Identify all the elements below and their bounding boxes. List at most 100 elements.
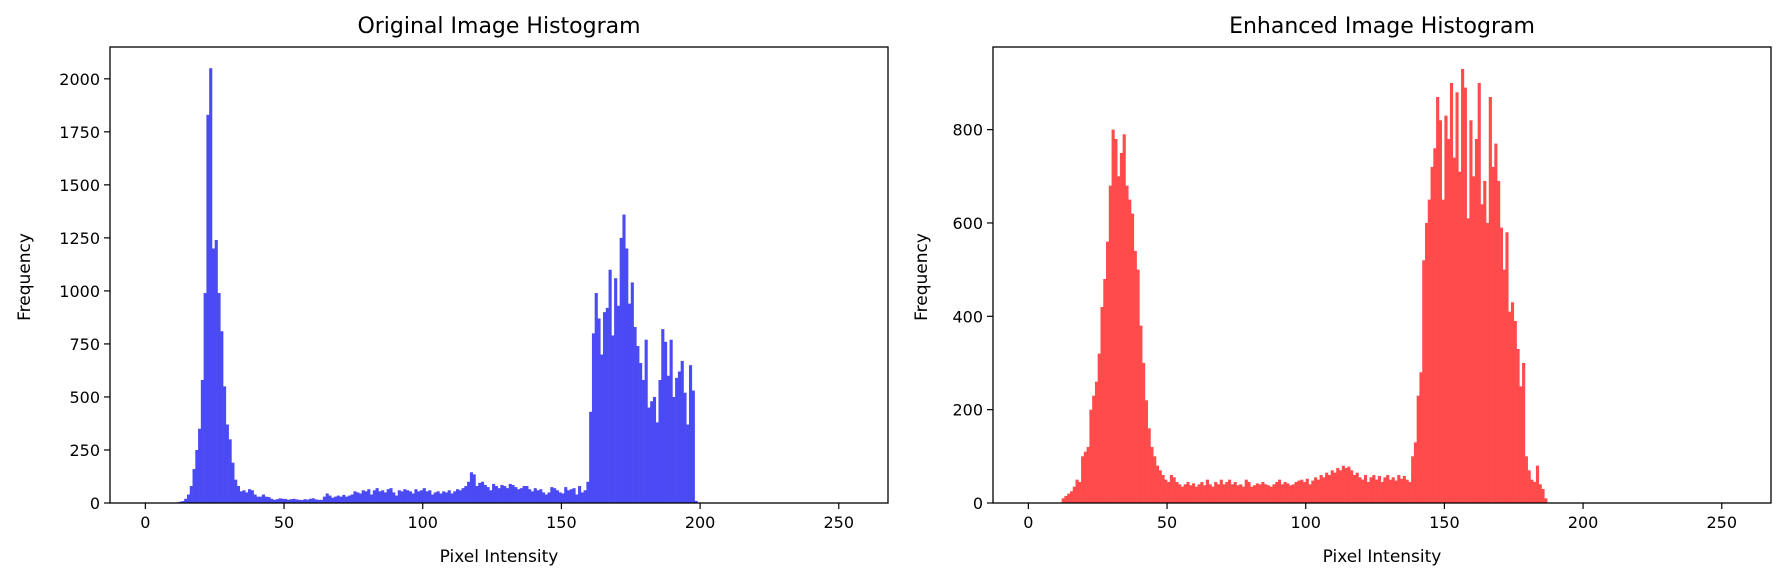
x-tick-label: 200	[685, 513, 716, 532]
histogram-bar	[386, 489, 390, 503]
histogram-bar	[211, 248, 216, 503]
histogram-bar	[644, 339, 648, 503]
x-tick-label: 0	[140, 513, 150, 532]
histogram-bar	[1510, 302, 1515, 503]
histogram-bar	[1130, 213, 1135, 503]
histogram-bar	[517, 489, 521, 503]
histogram-bar	[627, 303, 632, 503]
histogram-bar	[1069, 491, 1074, 503]
histogram-bar	[616, 305, 620, 503]
histogram-bar	[1491, 166, 1495, 503]
histogram-bar	[322, 496, 326, 503]
histogram-bar	[1544, 498, 1548, 503]
histogram-bar	[239, 491, 243, 503]
histogram-bar	[639, 363, 643, 503]
histogram-bar	[259, 496, 263, 503]
histogram-bar	[483, 484, 487, 503]
x-tick-label: 150	[1429, 513, 1460, 532]
histogram-bar	[1072, 486, 1076, 503]
histogram-bar	[686, 424, 690, 503]
histogram-bar	[411, 493, 415, 503]
histogram-bar	[1355, 472, 1359, 503]
histogram-bar	[1106, 241, 1110, 503]
histogram-bar	[328, 495, 332, 503]
histogram-bar	[528, 489, 532, 503]
histogram-bar	[408, 491, 412, 503]
histogram-bar	[1250, 486, 1254, 503]
histogram-bar	[597, 318, 601, 503]
histogram-bar	[541, 492, 546, 503]
histogram-bar	[1300, 479, 1304, 503]
histogram-bar	[1230, 484, 1234, 503]
histogram-bar	[1444, 115, 1448, 504]
histogram-bar	[1092, 395, 1096, 503]
histogram-bar	[1233, 482, 1237, 503]
x-tick-label: 100	[407, 513, 438, 532]
histogram-bar	[1150, 446, 1154, 503]
histogram-bar	[442, 491, 446, 503]
histogram-bar	[350, 494, 354, 503]
histogram-bar	[403, 489, 407, 503]
histogram-bar	[1422, 260, 1426, 503]
x-axis-ticks: 0 50 100 150 200 250	[140, 503, 854, 532]
histogram-bar	[347, 495, 351, 503]
histogram-bar	[1239, 484, 1243, 503]
x-tick-label: 50	[274, 513, 294, 532]
histogram-bar	[594, 293, 598, 503]
histogram-bar	[480, 481, 485, 503]
histogram-bar	[641, 379, 645, 503]
histogram-bar	[1167, 482, 1171, 503]
histogram-bar	[1097, 353, 1101, 503]
histogram-bar	[1269, 486, 1273, 503]
histogram-bar	[214, 240, 218, 503]
histogram-bar	[333, 496, 338, 503]
histogram-bar	[311, 498, 315, 503]
histogram-bar	[1327, 475, 1332, 503]
histogram-bar	[292, 498, 296, 503]
y-tick-label: 200	[952, 401, 983, 420]
y-tick-label: 2000	[59, 70, 100, 89]
histogram-bar	[1474, 138, 1479, 503]
y-axis-ticks: 0 200 400 600 800	[952, 121, 993, 513]
histogram-bar	[1449, 82, 1454, 503]
histogram-bar	[422, 488, 426, 503]
histogram-bar	[353, 491, 357, 503]
histogram-bar	[1203, 485, 1207, 503]
histogram-bar	[225, 424, 229, 503]
histogram-bar	[1530, 479, 1534, 503]
histogram-bar	[217, 293, 221, 503]
histogram-bar	[561, 493, 565, 503]
histogram-bar	[1219, 479, 1223, 503]
histogram-bar	[1075, 479, 1079, 503]
y-tick-label: 750	[69, 335, 100, 354]
histogram-bar	[1286, 483, 1290, 503]
histogram-bar	[603, 312, 607, 503]
histogram-bar	[270, 498, 274, 503]
histogram-bar	[309, 498, 313, 503]
histogram-bar	[1352, 475, 1356, 503]
histogram-bar	[669, 339, 673, 503]
histogram-bar	[458, 490, 462, 503]
histogram-bar	[558, 492, 562, 503]
histogram-bar	[1103, 278, 1107, 503]
histogram-bar	[456, 489, 460, 503]
histogram-bar	[1228, 479, 1232, 503]
histogram-bar	[1064, 496, 1068, 503]
histogram-bar	[1175, 482, 1179, 503]
histogram-bar	[1383, 477, 1387, 503]
histogram-bar	[1081, 456, 1085, 503]
histogram-bar	[203, 293, 207, 503]
histogram-bar	[1408, 482, 1412, 503]
histogram-bar	[1524, 456, 1528, 503]
histogram-bar	[428, 490, 432, 503]
histogram-bar	[378, 491, 382, 503]
histogram-bar	[1078, 482, 1082, 503]
histogram-bar	[195, 449, 199, 503]
histogram-bar	[1211, 486, 1215, 503]
histogram-bar	[1522, 362, 1526, 503]
histogram-bar	[433, 492, 437, 503]
histogram-bar	[508, 483, 512, 503]
histogram-bar	[317, 499, 321, 503]
histogram-bar	[525, 486, 529, 503]
histogram-bar	[1189, 485, 1193, 503]
